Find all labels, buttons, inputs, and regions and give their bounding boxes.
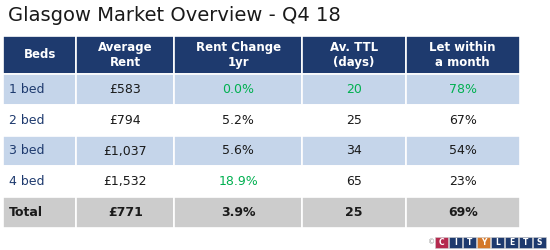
Text: 23%: 23% (449, 175, 476, 188)
Bar (405, 36, 520, 74)
Bar (302, 197, 405, 228)
Text: Beds: Beds (24, 48, 56, 62)
Bar (76, 166, 174, 197)
Bar (3, 74, 76, 105)
Text: ©: © (428, 240, 435, 246)
Bar (174, 136, 302, 166)
Text: L: L (495, 238, 500, 247)
Bar (405, 166, 520, 197)
Text: Let within
a month: Let within a month (430, 41, 496, 69)
Text: Rent Change
1yr: Rent Change 1yr (196, 41, 281, 69)
Bar (174, 36, 302, 74)
Bar (3, 136, 76, 166)
Bar (3, 166, 76, 197)
Text: £583: £583 (109, 83, 141, 96)
Text: E: E (509, 238, 514, 247)
Bar (76, 136, 174, 166)
Text: 4 bed: 4 bed (9, 175, 45, 188)
Bar (302, 74, 405, 105)
Bar (174, 105, 302, 136)
Text: £794: £794 (109, 114, 141, 127)
Bar (174, 197, 302, 228)
Text: 65: 65 (346, 175, 362, 188)
Bar (463, 237, 476, 248)
Text: Av. TTL
(days): Av. TTL (days) (330, 41, 378, 69)
Text: T: T (467, 238, 472, 247)
Bar (302, 36, 405, 74)
Bar (405, 74, 520, 105)
Bar (3, 105, 76, 136)
Text: Average
Rent: Average Rent (98, 41, 153, 69)
Text: 5.6%: 5.6% (222, 144, 254, 158)
Bar (76, 197, 174, 228)
Bar (491, 237, 504, 248)
Text: 0.0%: 0.0% (222, 83, 254, 96)
Text: 78%: 78% (449, 83, 477, 96)
Text: 54%: 54% (449, 144, 477, 158)
Bar (302, 136, 405, 166)
Bar (435, 237, 448, 248)
Bar (3, 36, 76, 74)
Bar (533, 237, 546, 248)
Bar (519, 237, 532, 248)
Text: 25: 25 (345, 206, 362, 219)
Text: I: I (454, 238, 457, 247)
Text: £771: £771 (108, 206, 143, 219)
Bar (405, 197, 520, 228)
Text: £1,532: £1,532 (103, 175, 147, 188)
Bar (405, 136, 520, 166)
Text: T: T (523, 238, 528, 247)
Text: Y: Y (481, 238, 486, 247)
Bar (76, 105, 174, 136)
Bar (174, 74, 302, 105)
Text: C: C (439, 238, 444, 247)
Text: 3 bed: 3 bed (9, 144, 45, 158)
Text: 20: 20 (346, 83, 362, 96)
Text: 67%: 67% (449, 114, 477, 127)
Bar (477, 237, 490, 248)
Text: 1 bed: 1 bed (9, 83, 45, 96)
Text: 25: 25 (346, 114, 362, 127)
Bar (449, 237, 462, 248)
Text: S: S (537, 238, 542, 247)
Text: 3.9%: 3.9% (221, 206, 256, 219)
Bar (174, 166, 302, 197)
Text: 34: 34 (346, 144, 362, 158)
Bar (76, 36, 174, 74)
Bar (505, 237, 518, 248)
Bar (302, 105, 405, 136)
Text: £1,037: £1,037 (103, 144, 147, 158)
Text: 18.9%: 18.9% (218, 175, 258, 188)
Text: 2 bed: 2 bed (9, 114, 45, 127)
Text: Glasgow Market Overview - Q4 18: Glasgow Market Overview - Q4 18 (8, 6, 341, 25)
Text: Total: Total (9, 206, 43, 219)
Bar (3, 197, 76, 228)
Text: 5.2%: 5.2% (222, 114, 254, 127)
Bar (302, 166, 405, 197)
Bar (76, 74, 174, 105)
Text: 69%: 69% (448, 206, 477, 219)
Bar (405, 105, 520, 136)
